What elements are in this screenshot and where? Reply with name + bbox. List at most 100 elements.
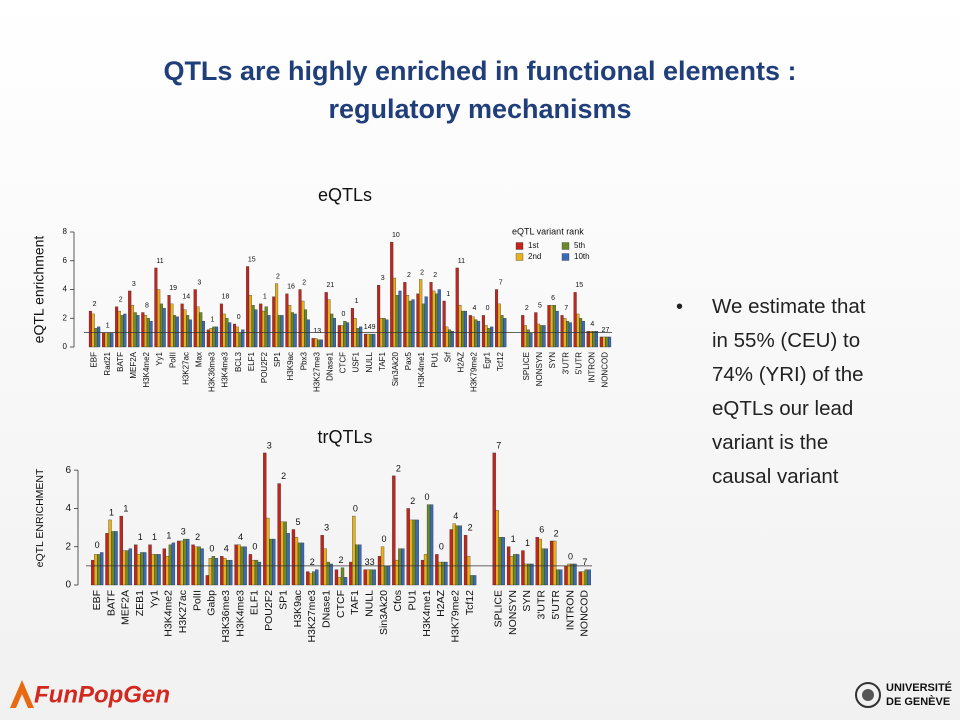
bar: [251, 559, 256, 586]
bar: [392, 475, 396, 586]
bar: [589, 331, 593, 348]
bar: [183, 309, 187, 348]
bar: [386, 565, 391, 586]
bar: [117, 310, 121, 348]
bar: [222, 313, 226, 348]
x-tick-label: MEF2A: [120, 590, 132, 625]
annotation: 1: [263, 294, 267, 301]
x-tick-label: SPLICE: [493, 590, 505, 627]
bar: [463, 310, 468, 348]
x-tick-label: Sin3Ak20: [391, 351, 400, 386]
bar: [241, 329, 245, 348]
bar: [297, 542, 302, 586]
bar: [555, 310, 559, 348]
bar: [208, 558, 213, 586]
bar: [104, 332, 108, 348]
bar: [390, 241, 394, 348]
bar: [406, 508, 410, 586]
bar: [570, 563, 574, 586]
bar: [608, 336, 612, 348]
bar: [154, 267, 158, 348]
bar: [157, 289, 161, 348]
bar: [432, 290, 436, 348]
bar: [170, 303, 174, 348]
x-tick-label: POU2F2: [263, 590, 275, 631]
bar: [140, 552, 144, 586]
logo-mark: [10, 680, 34, 708]
x-tick-label: Pax5: [404, 351, 413, 370]
bar: [500, 315, 504, 348]
bar: [306, 319, 310, 348]
bar: [212, 326, 216, 348]
x-tick-label: H3K4me1: [417, 351, 426, 387]
bar: [494, 289, 499, 348]
bar: [238, 332, 242, 348]
bar: [363, 333, 368, 348]
bar: [114, 531, 118, 586]
bar: [406, 295, 410, 348]
bar: [524, 563, 528, 586]
bar: [186, 315, 190, 348]
x-tick-label: H3K27me3: [306, 590, 318, 643]
annotation: 2: [554, 528, 559, 538]
bar: [211, 556, 216, 586]
bar: [315, 569, 319, 586]
bar: [151, 554, 155, 586]
x-tick-label: H3K27ac: [177, 590, 189, 633]
bar: [498, 536, 502, 586]
bar: [501, 536, 505, 586]
x-tick-label: NONCOD: [579, 590, 591, 637]
bar: [248, 295, 252, 348]
x-tick-label: Egr1: [483, 351, 492, 368]
bar: [177, 540, 181, 586]
annotation: 2: [396, 463, 401, 473]
annotation: 2: [119, 297, 123, 304]
university-seal: [855, 682, 881, 708]
bar: [193, 289, 197, 348]
bar: [568, 322, 572, 348]
bar: [366, 333, 370, 348]
bar: [143, 552, 147, 586]
bar: [257, 561, 262, 586]
y-tick-label: 6: [63, 256, 68, 265]
x-tick-label: ELF1: [249, 590, 261, 615]
bullet-line: eQTLs our lead: [712, 397, 854, 420]
y-tick-label: 2: [63, 313, 68, 322]
bar: [455, 525, 459, 586]
x-tick-label: H3K9ac: [292, 590, 304, 627]
bar: [552, 305, 556, 348]
bullet-line: 74% (YRI) of the: [712, 363, 864, 386]
bar: [97, 326, 101, 348]
annotation: 1: [210, 317, 214, 324]
x-tick-label: Srf: [443, 351, 452, 362]
bar: [123, 313, 127, 348]
annotation: 1: [525, 538, 530, 548]
y-axis-label: eQTL ENRICHMENT: [34, 468, 46, 567]
bar: [311, 338, 315, 348]
annotation: 4: [224, 544, 229, 554]
slide-title: QTLs are highly enriched in functional e…: [163, 56, 797, 86]
annotation: 149: [364, 324, 376, 331]
bar: [94, 328, 98, 348]
bar: [115, 306, 119, 348]
annotation: 2: [468, 523, 473, 533]
bar: [293, 313, 297, 348]
bar: [567, 563, 571, 586]
x-tick-label: H3K4me3: [234, 590, 246, 637]
bar: [481, 315, 485, 348]
x-tick-label: H3K36me3: [208, 351, 217, 392]
bar: [201, 320, 206, 348]
bar: [539, 325, 543, 348]
chart-title: eQTLs: [318, 185, 372, 205]
bar: [461, 310, 465, 348]
x-tick-label: Yy1: [148, 590, 160, 608]
annotation: 0: [382, 534, 387, 544]
annotation: 1: [123, 503, 128, 513]
bar: [403, 282, 407, 348]
y-tick-label: 4: [65, 503, 71, 514]
bar: [512, 554, 517, 586]
bar: [372, 333, 376, 348]
annotation: 2: [338, 555, 343, 565]
annotation: 0: [252, 542, 257, 552]
bar: [343, 320, 347, 348]
